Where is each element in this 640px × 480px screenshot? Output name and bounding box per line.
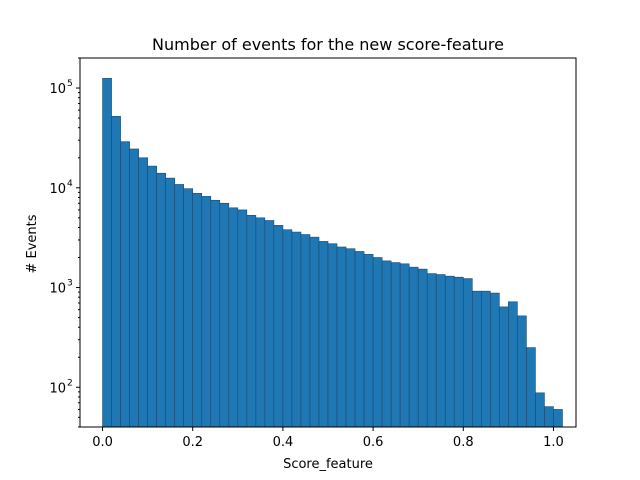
x-tick-label: 0.2: [182, 435, 203, 450]
histogram-bar: [444, 275, 455, 428]
histogram-bar: [471, 290, 482, 428]
y-tick-label: 10: [49, 282, 66, 297]
histogram-bar: [192, 193, 203, 428]
histogram-bar: [462, 278, 473, 428]
histogram-bar: [372, 257, 383, 428]
plot-frame: [79, 57, 577, 428]
histogram-bar: [517, 315, 527, 428]
histogram-bar: [138, 157, 148, 428]
histogram-bar: [426, 273, 437, 428]
histogram-bar: [246, 214, 257, 428]
histogram-bar: [255, 217, 266, 428]
histogram-bar: [345, 248, 356, 428]
y-axis-label: # Events: [25, 214, 40, 273]
x-tick-label: 0.6: [363, 435, 384, 450]
histogram-bar: [156, 172, 166, 428]
histogram-bar: [381, 260, 392, 428]
histogram-bar: [318, 241, 329, 428]
histogram-bar: [535, 392, 545, 428]
histogram-bar: [273, 225, 284, 428]
histogram-bar: [309, 236, 320, 428]
histogram-bar: [264, 220, 275, 428]
histogram-bar: [120, 141, 130, 428]
x-axis-ticks: 0.0 0.2 0.4 0.6 0.8 1.0: [92, 427, 564, 450]
histogram-bar: [553, 409, 563, 428]
histogram-bar: [165, 177, 175, 428]
histogram-bar: [508, 301, 518, 428]
histogram-bar: [111, 116, 121, 428]
histogram-bar: [237, 209, 248, 428]
histogram-bar: [129, 148, 139, 428]
histogram-bar: [291, 231, 302, 428]
histogram-bar: [219, 202, 230, 428]
histogram-bar: [399, 263, 410, 428]
histogram-bar: [228, 207, 239, 428]
histogram-bar: [327, 243, 338, 428]
x-axis-label: Score_feature: [283, 457, 373, 472]
histogram-bar: [336, 246, 347, 428]
x-tick-label: 0.4: [273, 435, 294, 450]
histogram-bar: [282, 229, 293, 428]
histogram-bar: [499, 306, 509, 428]
x-tick-label: 0.0: [92, 435, 113, 450]
y-tick-exponent: 5: [67, 79, 73, 89]
y-tick-label: 10: [49, 381, 66, 396]
histogram-bar: [300, 234, 311, 428]
y-tick-label: 10: [49, 182, 66, 197]
histogram-bar: [102, 78, 112, 428]
x-tick-label: 1.0: [543, 435, 564, 450]
histogram-bar: [417, 268, 428, 428]
histogram-bar: [390, 262, 401, 428]
y-tick-exponent: 3: [67, 279, 73, 289]
histogram-bar: [544, 406, 554, 428]
histogram-bar: [490, 292, 500, 428]
histogram-bar: [174, 184, 185, 428]
y-tick-label: 10: [49, 82, 66, 97]
histogram-bar: [183, 188, 194, 428]
histogram-bar: [354, 251, 365, 428]
histogram-bar: [201, 196, 212, 428]
chart-title: Number of events for the new score-featu…: [152, 35, 504, 54]
histogram-bar: [210, 199, 221, 428]
histogram-bar: [408, 266, 419, 428]
histogram-bar: [363, 254, 374, 428]
x-tick-label: 0.8: [453, 435, 474, 450]
histogram-bar: [147, 165, 157, 428]
histogram-bar: [435, 274, 446, 428]
y-tick-exponent: 2: [67, 378, 73, 388]
histogram-bar: [526, 347, 536, 428]
y-tick-exponent: 4: [67, 179, 73, 189]
histogram-bar: [481, 290, 491, 428]
histogram-bar: [453, 276, 464, 428]
